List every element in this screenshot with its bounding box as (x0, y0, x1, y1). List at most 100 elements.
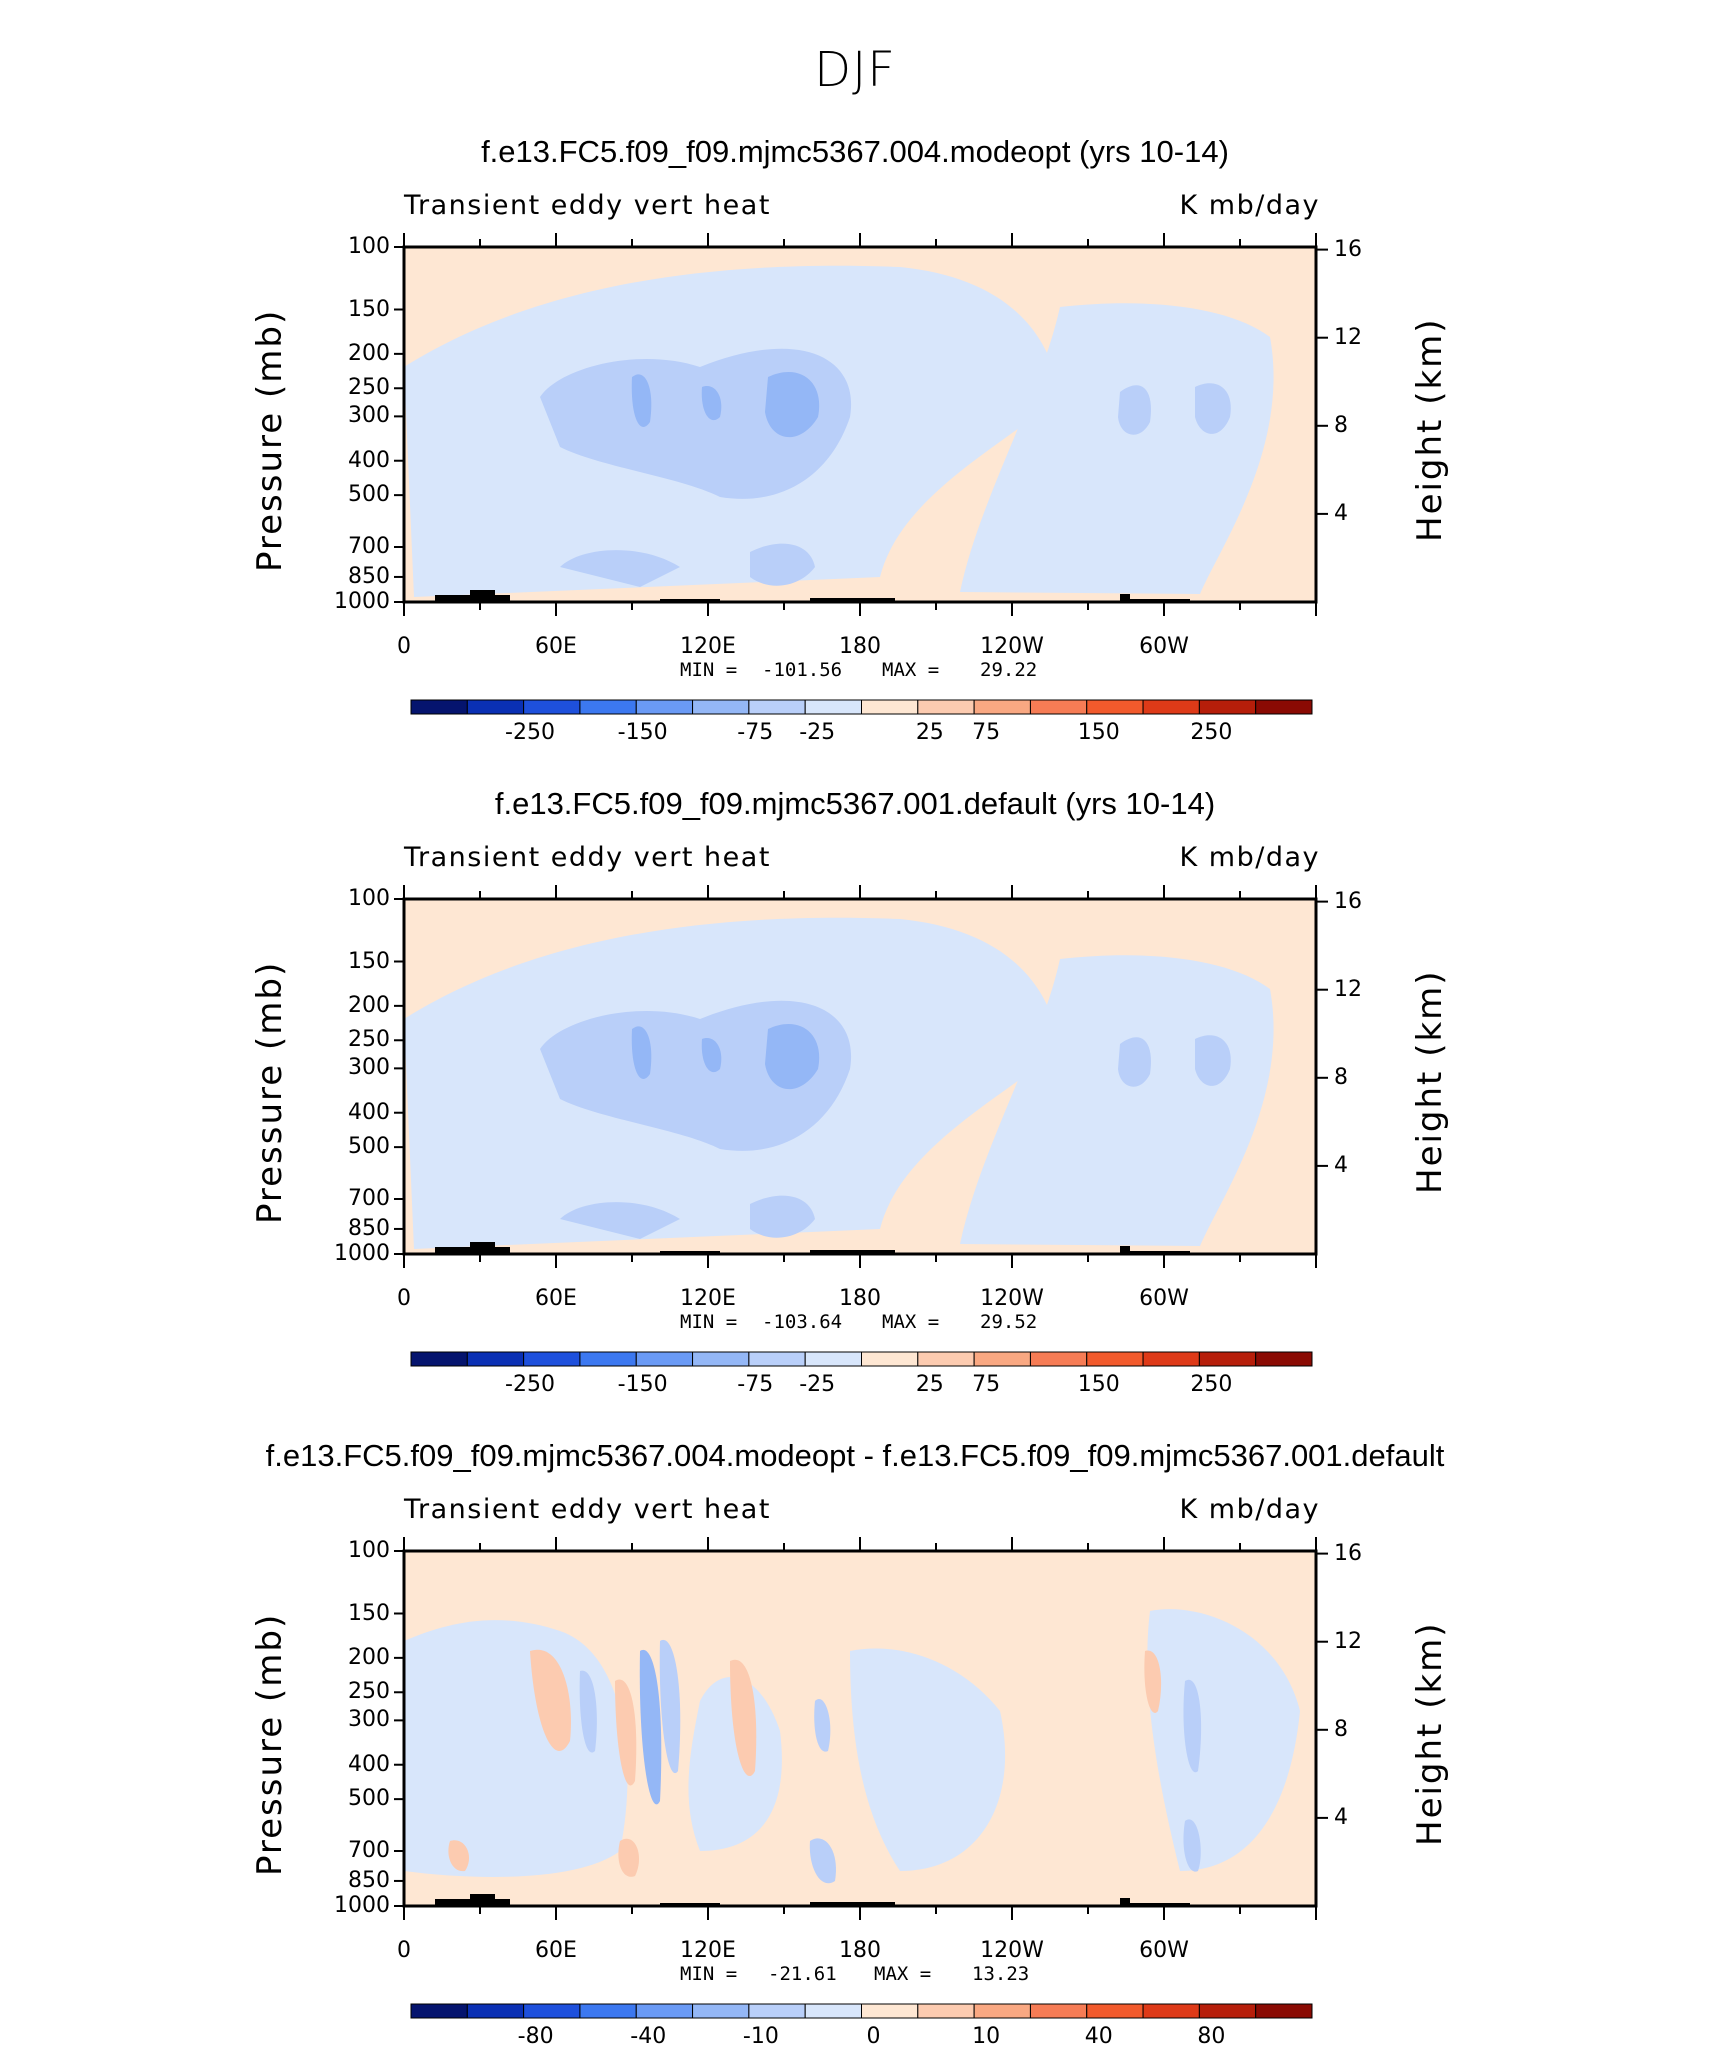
colorbar-swatch (579, 2003, 637, 2019)
max-label: MAX = (882, 659, 940, 681)
y2-tick-label: 12 (1334, 324, 1362, 350)
contour-region (560, 550, 680, 587)
y2-tick-label: 8 (1334, 412, 1348, 438)
max-value: 29.22 (980, 659, 1038, 681)
colorbar-tick-label: 25 (915, 720, 944, 745)
y-tick-label: 200 (348, 340, 390, 366)
min-label: MIN = (680, 1963, 738, 1985)
x-tick-label: 60E (535, 1938, 577, 1963)
topography (435, 590, 1190, 602)
colorbar-tick-label: -80 (517, 2024, 554, 2049)
contour-region (1118, 385, 1151, 435)
x-tick-label: 60W (1139, 1938, 1189, 1963)
colorbar-swatch (635, 1351, 694, 1367)
panel-left-string: Transient eddy vert heat (404, 1494, 771, 1525)
panel-title: f.e13.FC5.f09_f09.mjmc5367.004.modeopt (… (481, 134, 1229, 169)
field-background (404, 1551, 1316, 1906)
contour-region (960, 303, 1274, 594)
colorbar-swatch (1198, 699, 1257, 715)
contour-region (540, 348, 852, 499)
x-tick-label: 0 (397, 1938, 411, 1963)
colorbar-swatch (1029, 699, 1088, 715)
y2-axis-label: Height (km) (1410, 1621, 1450, 1846)
y-tick-label: 1000 (334, 589, 390, 614)
colorbar-tick-label: 0 (866, 2024, 881, 2049)
colorbar-tick-label: -25 (799, 1372, 836, 1397)
colorbar-tick-label: 150 (1077, 1372, 1120, 1397)
colorbar-swatch (579, 699, 637, 715)
colorbar-tick-label: 250 (1190, 1372, 1233, 1397)
contour-region (701, 1038, 722, 1073)
colorbar-swatch (1086, 1351, 1144, 1367)
y-tick-label: 100 (348, 1538, 390, 1563)
colorbar-swatch (861, 1351, 919, 1367)
y-tick-label: 300 (348, 403, 390, 429)
contour-region (631, 374, 652, 427)
colorbar-swatch (410, 2003, 468, 2019)
colorbar-tick-label: 75 (972, 1372, 1001, 1397)
y-tick-label: 250 (348, 1679, 390, 1705)
x-tick-label: 120W (980, 634, 1044, 659)
x-tick-label: 60E (535, 1286, 577, 1311)
contour-region (1118, 1037, 1151, 1087)
figure-title: DJF (814, 42, 896, 98)
y-tick-label: 150 (348, 296, 390, 322)
min-label: MIN = (680, 659, 738, 681)
colorbar-swatch (973, 699, 1031, 715)
colorbar-swatch (1142, 1351, 1200, 1367)
y-tick-label: 500 (348, 482, 390, 508)
contour-region (404, 917, 1060, 1249)
colorbar-swatch (804, 1351, 862, 1367)
y-tick-label: 400 (348, 1751, 390, 1777)
x-tick-label: 120E (680, 1286, 736, 1311)
y-tick-label: 400 (348, 1099, 390, 1125)
y-tick-label: 700 (348, 534, 390, 559)
contour-region (404, 1620, 628, 1877)
contour-region (631, 1026, 652, 1079)
colorbar-tick-label: -250 (505, 1372, 555, 1397)
colorbar-tick-label: -75 (737, 1372, 774, 1397)
colorbar-swatch (466, 699, 525, 715)
y-tick-label: 1000 (334, 1893, 390, 1918)
y2-axis-label: Height (km) (1410, 969, 1450, 1194)
y-tick-label: 200 (348, 992, 390, 1018)
y-tick-label: 850 (348, 563, 390, 589)
contour-region (618, 1838, 640, 1877)
colorbar-tick-label: -10 (742, 2024, 779, 2049)
colorbar-swatch (917, 699, 975, 715)
y-tick-label: 300 (348, 1055, 390, 1081)
colorbar-swatch (523, 699, 581, 715)
y2-tick-label: 4 (1334, 1804, 1348, 1830)
y2-tick-label: 12 (1334, 1628, 1362, 1654)
colorbar-swatch (635, 2003, 694, 2019)
contour-region (765, 371, 820, 438)
colorbar-tick-label: -150 (617, 1372, 668, 1397)
colorbar-swatch (1198, 2003, 1257, 2019)
colorbar-swatch (692, 699, 750, 715)
contour-region (750, 1195, 815, 1238)
x-tick-label: 120W (980, 1938, 1044, 1963)
max-value: 29.52 (980, 1311, 1038, 1333)
contour-region (1144, 1650, 1162, 1713)
colorbar-swatch (1255, 2003, 1313, 2019)
contour-region (701, 386, 722, 421)
contour-region (530, 1649, 571, 1751)
colorbar-tick-label: 40 (1084, 2024, 1113, 2049)
colorbar-swatch (917, 1351, 975, 1367)
colorbar-swatch (1086, 699, 1144, 715)
x-tick-label: 180 (839, 634, 881, 659)
panel-right-string: K mb/day (1179, 842, 1320, 873)
contour-region (1147, 1609, 1300, 1871)
min-value: -21.61 (768, 1963, 837, 1985)
colorbar-swatch (804, 699, 862, 715)
colorbar-swatch (861, 2003, 919, 2019)
x-tick-label: 120W (980, 1286, 1044, 1311)
colorbar-swatch (1029, 1351, 1088, 1367)
colorbar-swatch (466, 1351, 525, 1367)
min-label: MIN = (680, 1311, 738, 1333)
y2-tick-label: 16 (1334, 888, 1362, 914)
contour-region (960, 955, 1274, 1246)
colorbar-swatch (1142, 699, 1200, 715)
y-tick-label: 500 (348, 1134, 390, 1160)
panel-title: f.e13.FC5.f09_f09.mjmc5367.001.default (… (494, 786, 1216, 821)
